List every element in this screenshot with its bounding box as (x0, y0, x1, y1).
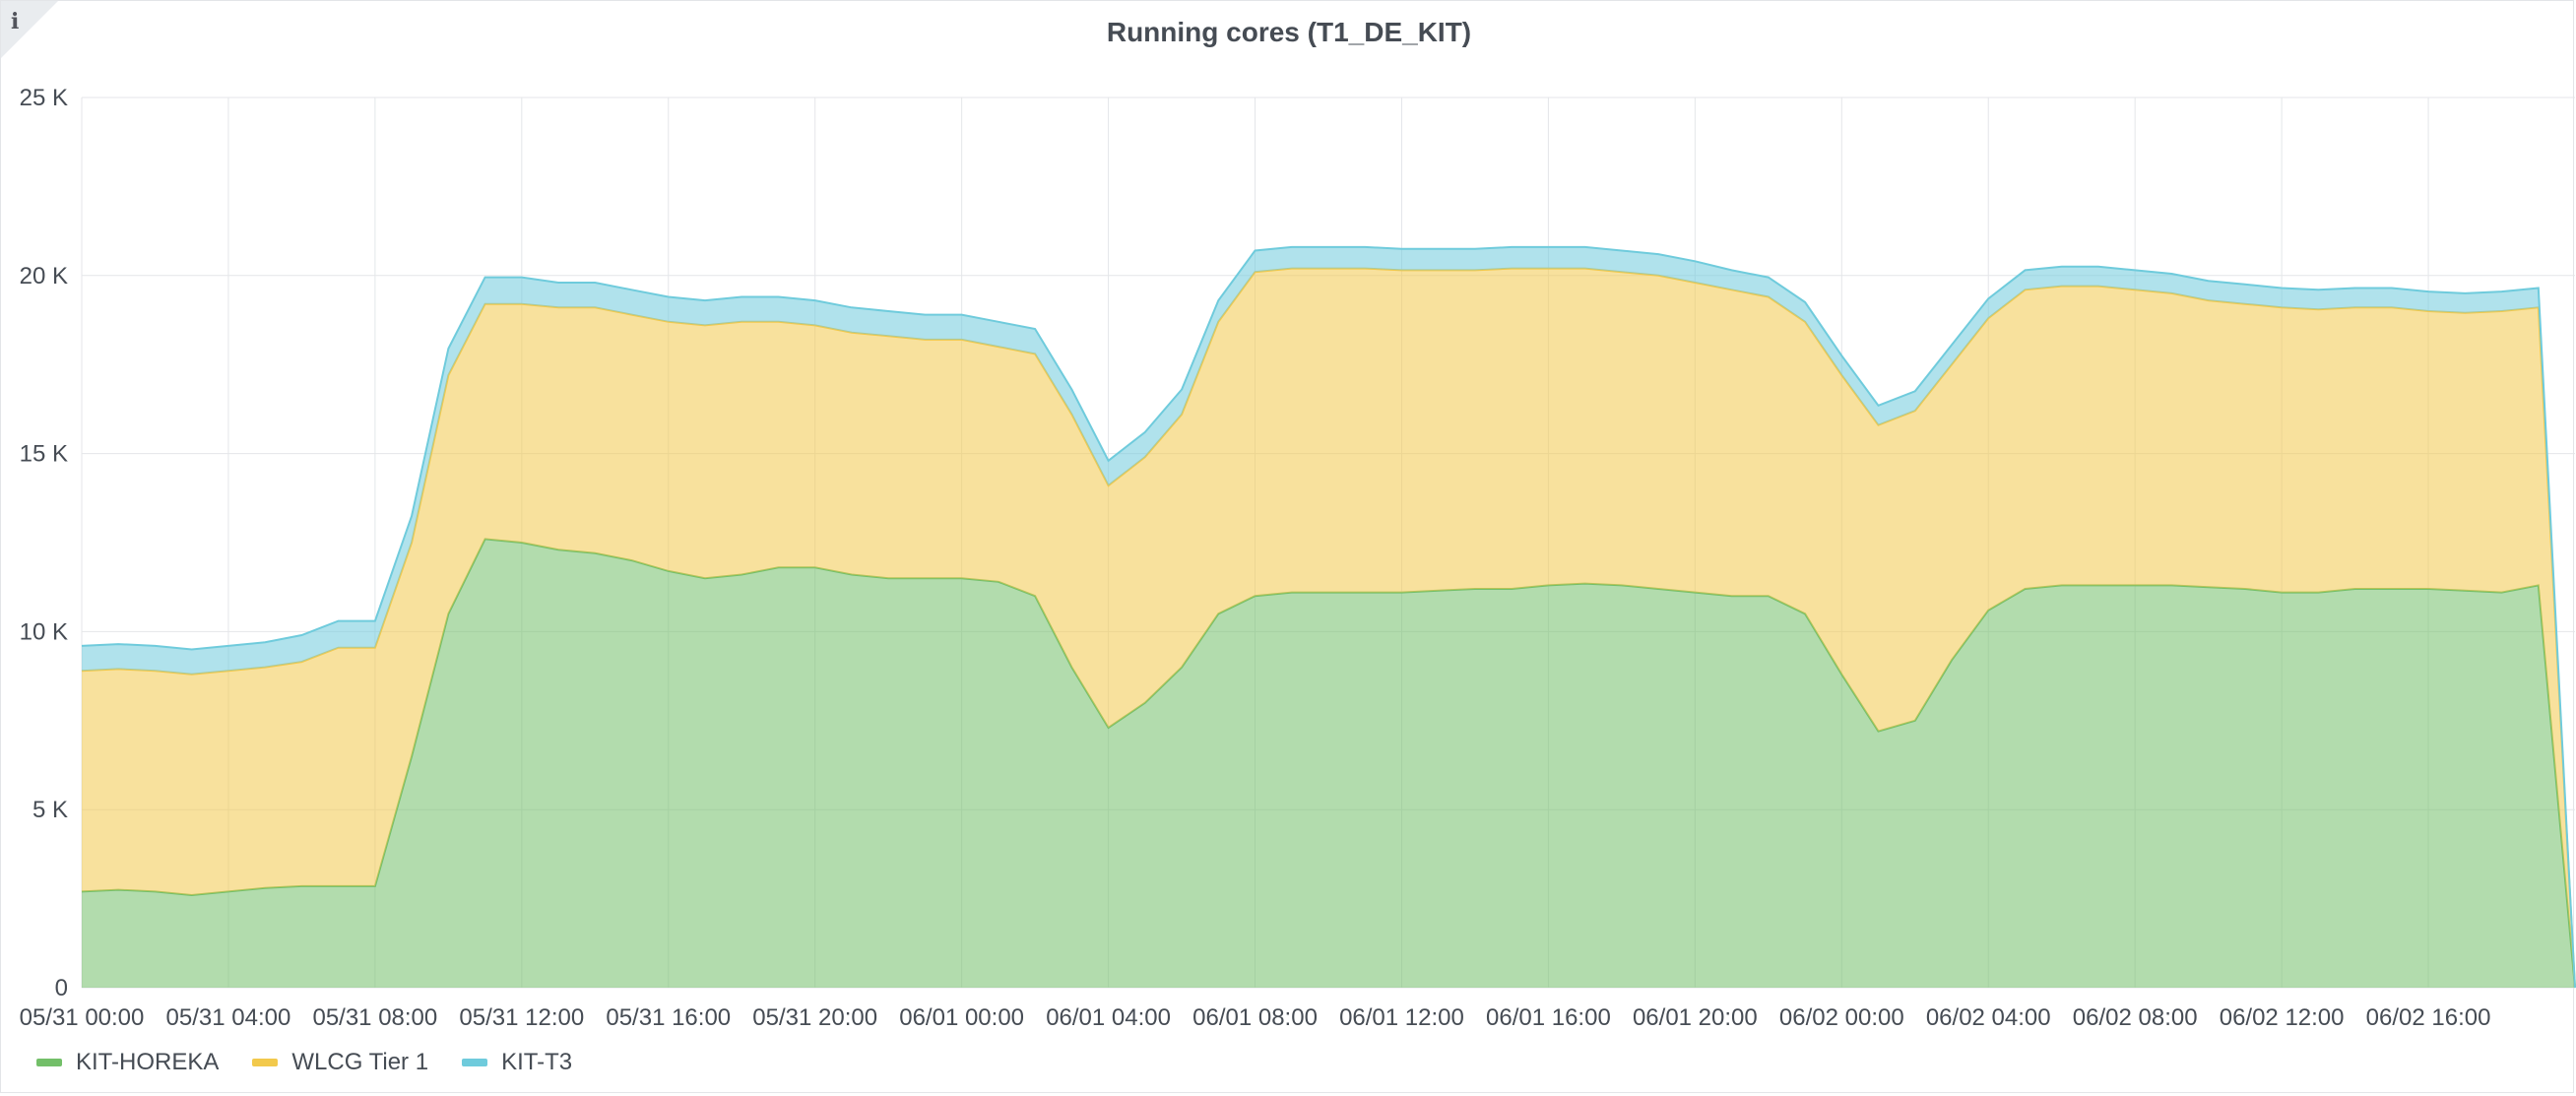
legend-swatch (462, 1059, 488, 1066)
x-tick-label: 06/01 16:00 (1486, 1004, 1611, 1031)
x-tick-label: 06/01 00:00 (899, 1004, 1024, 1031)
y-tick-label: 10 K (20, 618, 68, 645)
area-wlcg-tier-1[interactable] (82, 268, 2575, 989)
legend-item[interactable]: KIT-HOREKA (36, 1049, 219, 1076)
x-tick-label: 05/31 00:00 (20, 1004, 145, 1031)
legend-label: KIT-T3 (501, 1049, 573, 1075)
x-tick-label: 05/31 12:00 (459, 1004, 584, 1031)
chart-title: Running cores (T1_DE_KIT) (1106, 17, 1472, 47)
info-corner[interactable] (1, 1, 58, 58)
x-tick-label: 06/02 12:00 (2220, 1004, 2345, 1031)
legend-item[interactable]: KIT-T3 (462, 1049, 572, 1076)
y-tick-label: 5 K (32, 797, 68, 823)
legend-swatch (252, 1059, 279, 1066)
legend-swatch (36, 1059, 62, 1066)
stacked-areas (81, 245, 2576, 989)
legend-label: KIT-HOREKA (76, 1049, 220, 1075)
x-tick-label: 06/01 04:00 (1046, 1004, 1171, 1031)
x-tick-label: 06/01 08:00 (1192, 1004, 1318, 1031)
x-tick-label: 05/31 04:00 (166, 1004, 291, 1031)
y-tick-label: 25 K (20, 85, 68, 111)
legend: KIT-HOREKA WLCG Tier 1 KIT-T3 (36, 1049, 572, 1076)
y-tick-label: 15 K (20, 441, 68, 468)
x-axis: 05/31 00:00 05/31 04:00 05/31 08:00 05/31 1… (20, 1004, 2491, 1031)
x-tick-label: 05/31 16:00 (606, 1004, 731, 1031)
legend-item[interactable]: WLCG Tier 1 (252, 1049, 428, 1076)
y-axis: 0 5 K 10 K 15 K 20 K 25 K (20, 85, 68, 1001)
x-tick-label: 06/02 00:00 (1779, 1004, 1904, 1031)
x-tick-label: 06/02 16:00 (2366, 1004, 2491, 1031)
info-icon[interactable]: i (11, 9, 20, 34)
y-tick-label: 0 (55, 975, 68, 1001)
area-kit-horeka[interactable] (82, 539, 2575, 988)
legend-label: WLCG Tier 1 (291, 1049, 429, 1075)
x-tick-label: 06/01 12:00 (1339, 1004, 1464, 1031)
line-kit-t3[interactable] (81, 245, 2576, 989)
x-tick-label: 06/02 08:00 (2073, 1004, 2198, 1031)
y-tick-label: 20 K (20, 263, 68, 290)
x-tick-label: 06/01 20:00 (1633, 1004, 1758, 1031)
x-tick-label: 06/02 04:00 (1926, 1004, 2051, 1031)
x-tick-label: 05/31 20:00 (752, 1004, 877, 1031)
x-tick-label: 05/31 08:00 (312, 1004, 437, 1031)
